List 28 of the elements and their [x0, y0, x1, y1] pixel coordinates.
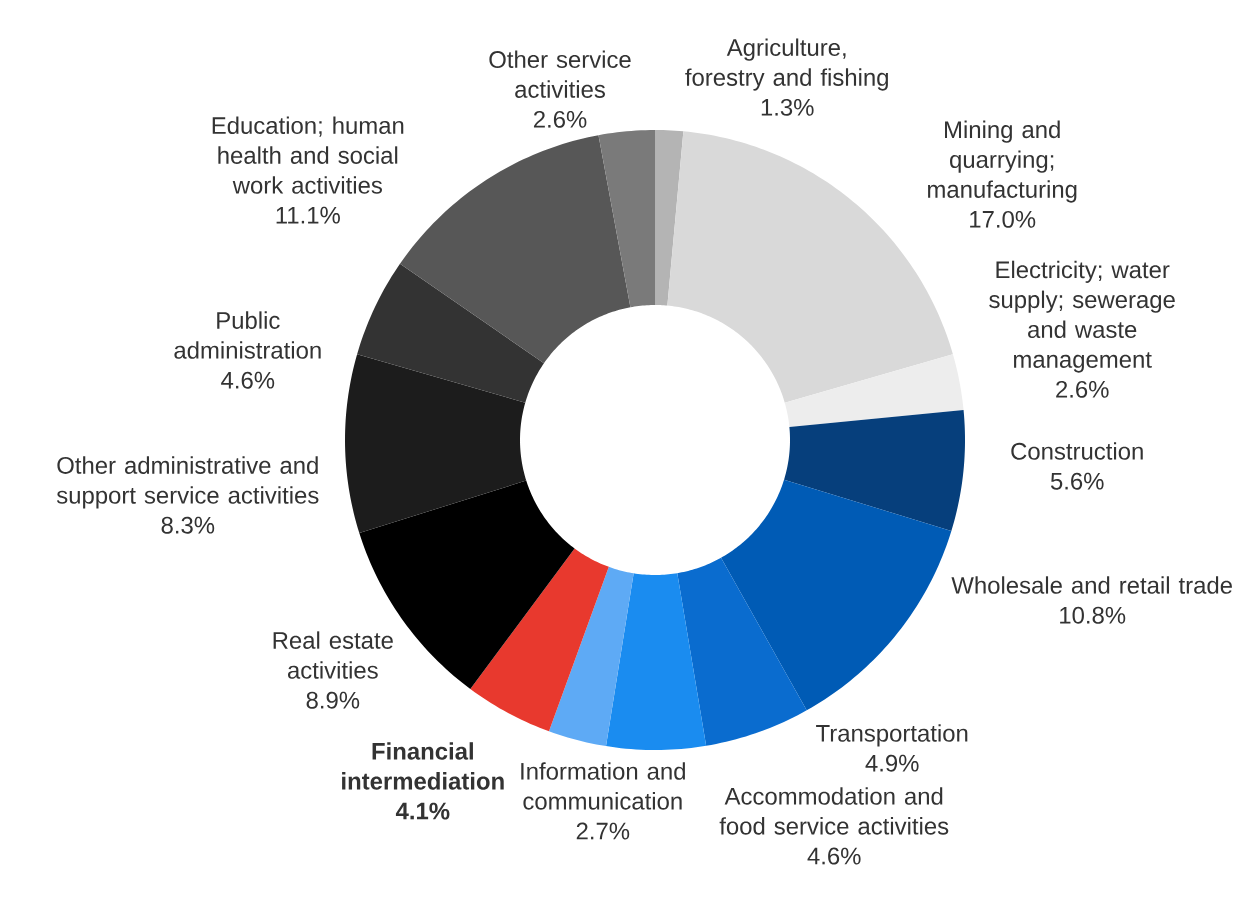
- data-label: 5.6%: [1050, 472, 1104, 490]
- slice-label: Mining and quarrying; manufacturing: [928, 120, 1077, 203]
- data-label: 4.9%: [865, 754, 919, 772]
- slice-label: Electricity; water supply; sewerage and waste management: [989, 260, 1175, 373]
- data-label: 1.3%: [761, 98, 814, 116]
- data-label: 8.9%: [306, 691, 360, 709]
- slice-label: Wholesale and retail trade: [951, 576, 1232, 594]
- data-label: 4.1%: [395, 802, 450, 820]
- slice-label: Other service activities: [489, 50, 631, 98]
- slice-label: Transportation: [816, 724, 968, 747]
- data-label: 8.3%: [161, 516, 215, 534]
- slice-label: Construction: [1011, 442, 1143, 460]
- slice-label: Other administrative and support service activities: [56, 456, 319, 509]
- slice-label: Agriculture, forestry and fishing: [685, 38, 888, 91]
- slice-label: Real estate activities: [273, 631, 393, 679]
- data-label: 2.6%: [533, 110, 587, 128]
- slice-label: Education; human health and social work activities: [212, 116, 404, 194]
- data-label: 4.6%: [221, 371, 275, 389]
- data-label: 2.7%: [576, 822, 630, 840]
- data-label: 10.8%: [1060, 606, 1126, 624]
- data-label: 11.1%: [276, 206, 340, 224]
- data-label: 2.6%: [1056, 380, 1109, 398]
- slice-label: Financial intermediation: [342, 742, 504, 790]
- slice-label: Information and communication: [521, 762, 685, 810]
- data-label: 4.6%: [807, 847, 861, 865]
- slice-label: Public administration: [174, 311, 321, 359]
- data-label: 17.0%: [970, 210, 1036, 228]
- slice-label: Accommodation and food service activities: [719, 787, 949, 835]
